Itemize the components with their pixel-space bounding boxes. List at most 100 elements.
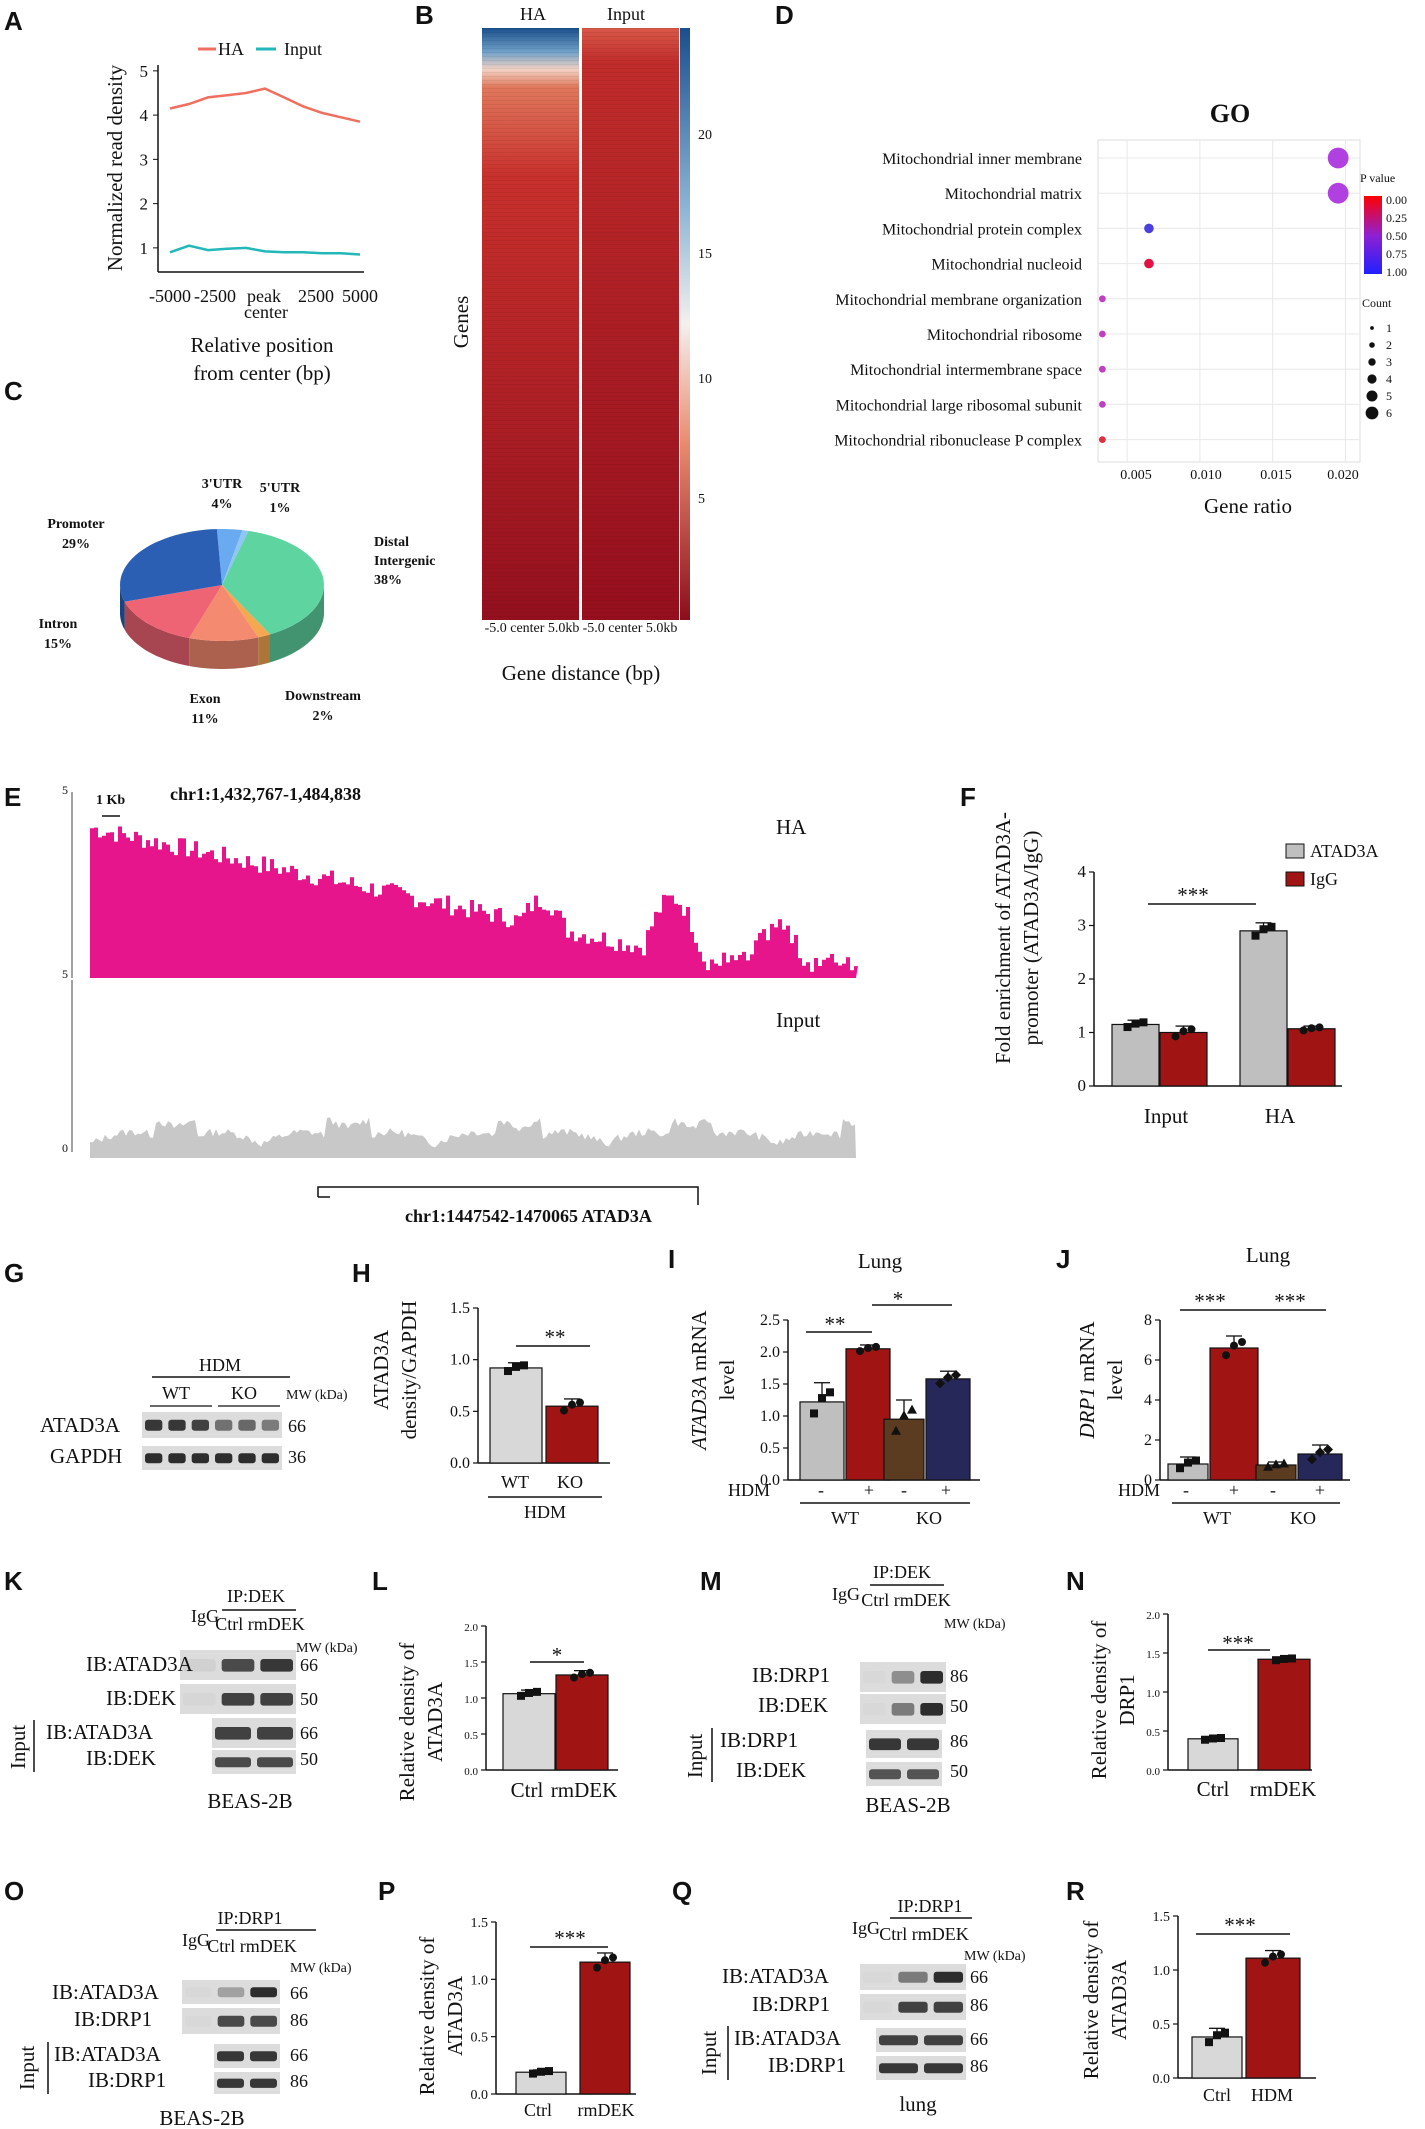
d-xtick-3: 0.020 (1327, 468, 1359, 483)
d-count-title: Count (1362, 296, 1392, 310)
k-band-0: IB:ATAD3A (86, 1652, 194, 1676)
k-band-2-1 (257, 1727, 293, 1740)
j-point (1176, 1464, 1184, 1473)
e-gene-label: chr1:1447542-1470065 ATAD3A (405, 1206, 652, 1226)
c-pct-distal: 38% (374, 573, 402, 588)
i-sig-1: ** (825, 1312, 846, 1336)
d-dots (1098, 147, 1349, 443)
j-point (1222, 1351, 1230, 1360)
h-ytick-1: 0.5 (450, 1403, 470, 1420)
j-ylabel-rest: mRNA (1075, 1321, 1099, 1388)
d-dot-3 (1144, 258, 1154, 269)
panel-g: G HDM WT KO MW (kDa) ATAD3A GAPDH 66 36 (4, 1258, 348, 1470)
q-mw-1: 86 (970, 1995, 988, 2015)
e-ymin: 0 (62, 1141, 68, 1155)
i-ytick-5: 2.5 (760, 1312, 780, 1329)
a-plot-area: 1 2 3 4 5 (140, 62, 361, 258)
o-band-2: IB:ATAD3A (54, 2042, 162, 2066)
h-sig: ** (545, 1325, 566, 1349)
q-cell: lung (899, 2092, 937, 2116)
g-mw-36: 36 (288, 1447, 306, 1467)
d-title: GO (1210, 99, 1250, 128)
i-bar-chart: 0.0 0.5 1.0 1.5 2.0 2.5 (760, 1312, 980, 1489)
r-cat-1: HDM (1251, 2085, 1293, 2105)
m-band-2: IB:DRP1 (720, 1728, 798, 1752)
h-point (512, 1362, 520, 1371)
n-point (1217, 1734, 1225, 1743)
b-scale-10: 10 (698, 372, 712, 387)
d-count-label-3: 3 (1386, 355, 1392, 369)
p-cat-1: rmDEK (578, 2100, 635, 2120)
f-ylabel-1: Fold enrichment of ATAD3A- (991, 812, 1015, 1064)
j-sign-0: - (1183, 1480, 1189, 1500)
e-track-ha: HA (776, 815, 807, 839)
m-mw-3: 50 (950, 1761, 968, 1781)
j-sig-1: *** (1194, 1289, 1226, 1313)
g-band-gapdh: GAPDH (50, 1444, 122, 1468)
m-band-2-0 (869, 1738, 901, 1751)
m-band-3-1 (907, 1769, 939, 1780)
i-ytick-3: 1.5 (760, 1376, 780, 1393)
o-band-0-1 (217, 1987, 245, 1998)
o-band-0-0 (185, 1987, 212, 1997)
c-pct-5utr: 1% (270, 501, 291, 516)
l-point (570, 1673, 578, 1682)
e-ymax-1: 5 (62, 783, 68, 797)
i-ytick-0: 0.0 (760, 1472, 780, 1489)
l-cat-1: rmDEK (551, 1778, 618, 1802)
c-pct-promoter: 29% (62, 537, 90, 552)
b-scale-20: 20 (698, 128, 712, 143)
f-legend-swatch-igg (1285, 871, 1305, 887)
d-count-dot-4 (1367, 374, 1377, 384)
k-band-3-1 (257, 1757, 293, 1768)
r-point (1213, 2031, 1221, 2040)
i-point (856, 1347, 864, 1356)
f-point (1307, 1024, 1316, 1033)
f-ytick-0: 0 (1078, 1076, 1087, 1095)
b-scale-5: 5 (698, 492, 705, 507)
panel-m: M IP:DEK IgG Ctrl rmDEK MW (kDa) IB:DRP1… (683, 1562, 1006, 1817)
panel-label-i: I (668, 1244, 675, 1274)
d-count-dot-3 (1368, 358, 1376, 366)
c-slice-promoter (120, 529, 222, 602)
panel-label-g: G (4, 1258, 24, 1288)
d-pvalue-bar (1364, 196, 1382, 274)
o-band-3-1 (250, 2078, 277, 2088)
q-lanes: Ctrl rmDEK (879, 1924, 969, 1944)
e-track-ha-signal (90, 826, 858, 978)
r-bar-chart: 0.0 0.5 1.0 1.5 (1153, 1910, 1316, 2087)
l-ytick-0: 0.0 (464, 1766, 478, 1778)
m-mw-0: 86 (950, 1666, 968, 1686)
f-bar-0 (1111, 1023, 1160, 1087)
n-bar-0 (1187, 1738, 1239, 1771)
j-sign-1: + (1229, 1480, 1239, 1500)
g-band-0-2 (191, 1419, 209, 1431)
r-ytick-1: 0.5 (1153, 2018, 1171, 2033)
o-band-2-1 (250, 2051, 277, 2062)
a-xtick-3: 2500 (298, 286, 334, 306)
m-input: Input (683, 1734, 707, 1778)
d-xtick-0: 0.005 (1120, 468, 1152, 483)
r-ylabel-2: ATAD3A (1107, 1959, 1131, 2040)
c-pie-chart (120, 529, 324, 669)
g-band-1-1 (168, 1453, 186, 1464)
b-title-input: Input (607, 4, 645, 24)
d-count-label-6: 6 (1386, 406, 1392, 420)
o-band-0: IB:ATAD3A (52, 1980, 160, 2004)
p-point (537, 2067, 545, 2076)
l-bar-chart: 0.0 0.5 1.0 1.5 2.0 (464, 1622, 618, 1778)
panel-label-c: C (4, 376, 23, 406)
q-band-3-0 (879, 2063, 918, 2074)
o-mw: MW (kDa) (290, 1961, 352, 1976)
k-band-0-0 (183, 1659, 216, 1672)
n-cat-1: rmDEK (1250, 1777, 1317, 1801)
e-scale-label: 1 Kb (96, 793, 125, 808)
i-ylabel-gene: ATAD3A (687, 1376, 711, 1452)
p-point (529, 2069, 537, 2078)
j-point (1184, 1458, 1192, 1467)
d-term-2: Mitochondrial protein complex (882, 221, 1082, 238)
h-ylabel-1: ATAD3A (369, 1329, 393, 1410)
h-cat-ko: KO (557, 1472, 583, 1492)
i-point (935, 1378, 945, 1389)
q-band-3: IB:DRP1 (768, 2053, 846, 2077)
